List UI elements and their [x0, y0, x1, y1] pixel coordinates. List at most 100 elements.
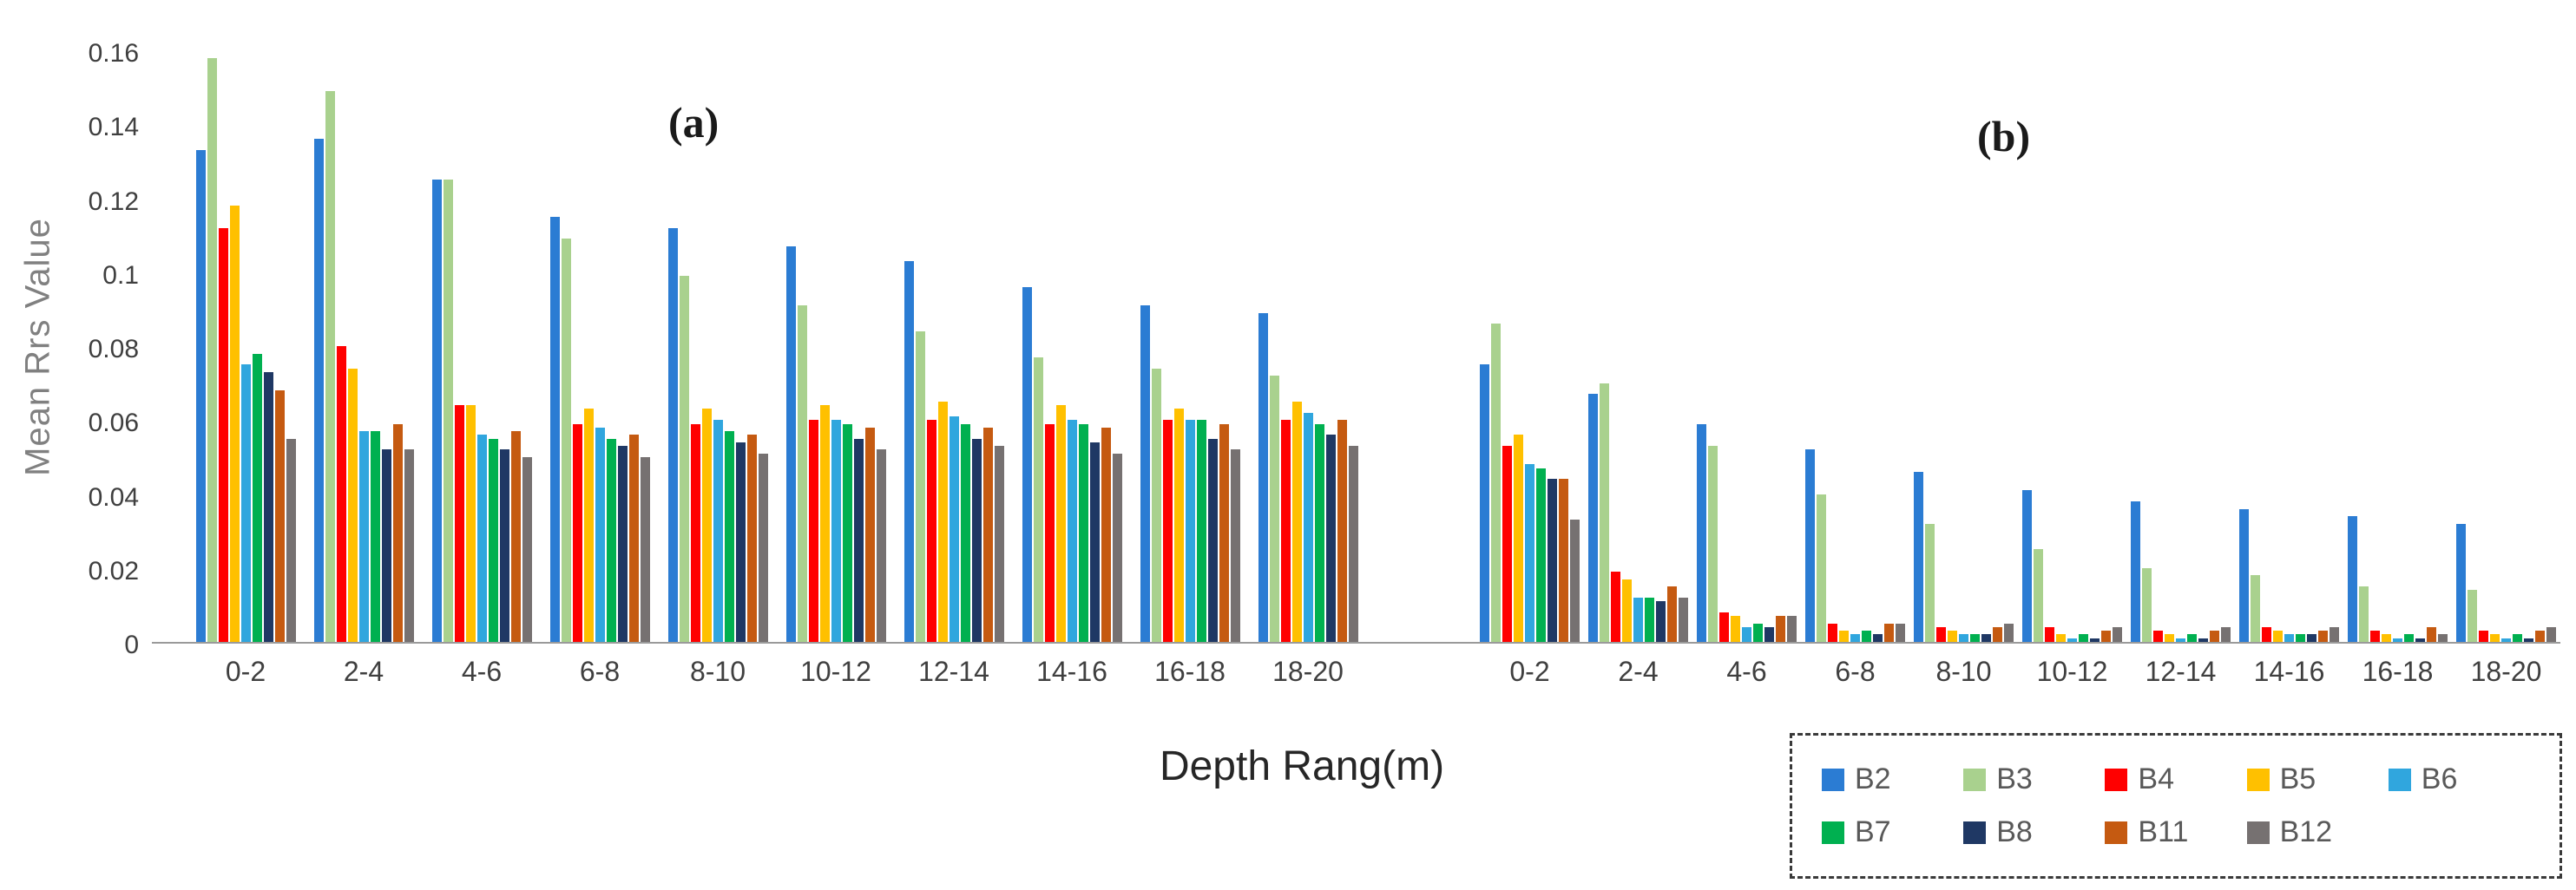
- bar-b11-14-16: [2318, 631, 2328, 642]
- bar-b4-16-18: [1162, 420, 1173, 642]
- bar-group: 10-12: [2018, 52, 2126, 687]
- bar-cluster: [1697, 52, 1797, 642]
- bar-b5-6-8: [583, 409, 594, 642]
- panel-b-bars: 0-2 2-4 4-6 6-8 8-10 10-12 12-14 14-16 16-18 18-2…: [1475, 52, 2560, 687]
- bar-b8-10-12: [2090, 638, 2100, 642]
- bar-b12-10-12: [876, 449, 886, 642]
- legend-label: B2: [1855, 762, 1891, 795]
- bar-b6-8-10: [713, 420, 723, 642]
- bar-b12-14-16: [2330, 626, 2339, 642]
- bar-b12-12-14: [2221, 626, 2231, 642]
- bar-b3-2-4: [325, 90, 335, 642]
- bar-b3-18-20: [2468, 590, 2477, 642]
- bar-b6-12-14: [949, 416, 959, 642]
- bar-b4-10-12: [808, 420, 818, 642]
- legend-item-b6: B6: [2388, 762, 2530, 796]
- bar-b2-18-20: [1258, 312, 1268, 642]
- bar-b4-16-18: [2370, 631, 2380, 642]
- bar-cluster: [313, 52, 414, 642]
- legend-swatch-icon: [1963, 768, 1987, 791]
- bar-b7-12-14: [2187, 634, 2197, 642]
- y-tick-label: 0.06: [88, 409, 139, 438]
- bar-b2-14-16: [2239, 508, 2249, 642]
- bar-b8-2-4: [381, 449, 391, 642]
- bar-cluster: [904, 52, 1004, 642]
- bar-b5-0-2: [229, 206, 240, 642]
- bar-b8-2-4: [1656, 601, 1666, 642]
- bar-b3-0-2: [207, 57, 217, 642]
- y-tick-label: 0.02: [88, 556, 139, 586]
- bar-b8-12-14: [2198, 638, 2208, 642]
- y-tick-label: 0.1: [102, 260, 139, 290]
- bar-group: 18-20: [1249, 52, 1367, 687]
- bar-b8-6-8: [617, 446, 628, 642]
- bar-b11-0-2: [1559, 479, 1568, 642]
- bar-b7-18-20: [1314, 423, 1324, 642]
- bar-b12-2-4: [404, 449, 414, 642]
- bar-b7-2-4: [370, 431, 380, 642]
- bar-b12-2-4: [1679, 597, 1688, 642]
- bar-b6-4-6: [1742, 626, 1751, 642]
- bar-b11-10-12: [2101, 631, 2111, 642]
- bar-cluster: [195, 52, 296, 642]
- legend-label: B12: [2279, 815, 2333, 848]
- legend-label: B4: [2138, 762, 2174, 795]
- bar-b5-18-20: [2490, 634, 2500, 642]
- bar-b12-18-20: [1348, 446, 1358, 642]
- bar-b12-16-18: [2438, 634, 2448, 642]
- x-tick-label: 10-12: [2036, 656, 2108, 687]
- bar-b4-0-2: [1502, 446, 1512, 642]
- bar-b4-2-4: [1611, 572, 1620, 642]
- bar-group: 16-18: [2343, 52, 2452, 687]
- bar-b2-10-12: [785, 245, 796, 642]
- bar-b2-6-8: [1805, 449, 1815, 642]
- legend-label: B7: [1855, 815, 1891, 848]
- bar-b11-16-18: [2427, 626, 2436, 642]
- x-tick-label: 16-18: [2362, 656, 2434, 687]
- bar-group: 12-14: [2126, 52, 2235, 687]
- bar-b2-10-12: [2022, 490, 2032, 642]
- bar-group: 4-6: [423, 52, 541, 687]
- legend-swatch-icon: [2388, 768, 2411, 791]
- bar-b11-12-14: [982, 427, 993, 642]
- bar-b4-14-16: [1044, 423, 1055, 642]
- bar-group: 4-6: [1692, 52, 1801, 687]
- bar-b12-0-2: [1570, 520, 1580, 642]
- bar-b3-6-8: [1817, 494, 1826, 642]
- legend-label: B8: [1996, 815, 2033, 848]
- bar-b6-8-10: [1959, 634, 1968, 642]
- bar-b6-12-14: [2176, 638, 2185, 642]
- x-tick-label: 12-14: [2145, 656, 2217, 687]
- bar-b11-16-18: [1219, 423, 1229, 642]
- x-tick-label: 4-6: [1726, 656, 1767, 687]
- bar-b4-2-4: [336, 346, 346, 642]
- bar-b5-14-16: [1055, 405, 1066, 642]
- bar-b5-14-16: [2273, 631, 2283, 642]
- bar-b7-6-8: [1862, 631, 1871, 642]
- bar-b2-0-2: [195, 150, 206, 642]
- bar-b5-16-18: [1173, 409, 1184, 642]
- bar-b7-16-18: [1196, 420, 1206, 642]
- bar-b2-4-6: [1697, 423, 1706, 642]
- bar-b2-6-8: [549, 216, 560, 642]
- x-tick-label: 6-8: [1835, 656, 1876, 687]
- bar-b12-8-10: [758, 453, 768, 642]
- legend-label: B11: [2138, 815, 2189, 848]
- legend-item-b7: B7: [1822, 815, 1963, 849]
- bar-b11-2-4: [392, 423, 403, 642]
- y-tick-label: 0.08: [88, 335, 139, 363]
- bar-b4-6-8: [572, 423, 582, 642]
- bar-b11-4-6: [510, 431, 521, 642]
- legend-item-b11: B11: [2105, 815, 2246, 849]
- bar-group: 8-10: [659, 52, 777, 687]
- bar-b2-12-14: [904, 260, 914, 642]
- legend-item-b2: B2: [1822, 762, 1963, 796]
- bar-cluster: [2348, 52, 2448, 642]
- legend-box: B2 B3 B4 B5 B6 B7 B8 B11 B12: [1790, 733, 2562, 879]
- legend-swatch-icon: [1822, 768, 1844, 791]
- bar-b8-6-8: [1873, 634, 1883, 642]
- bar-b5-6-8: [1839, 631, 1849, 642]
- bar-b6-2-4: [1633, 597, 1643, 642]
- bar-b4-12-14: [2153, 631, 2163, 642]
- bar-b6-2-4: [358, 431, 369, 642]
